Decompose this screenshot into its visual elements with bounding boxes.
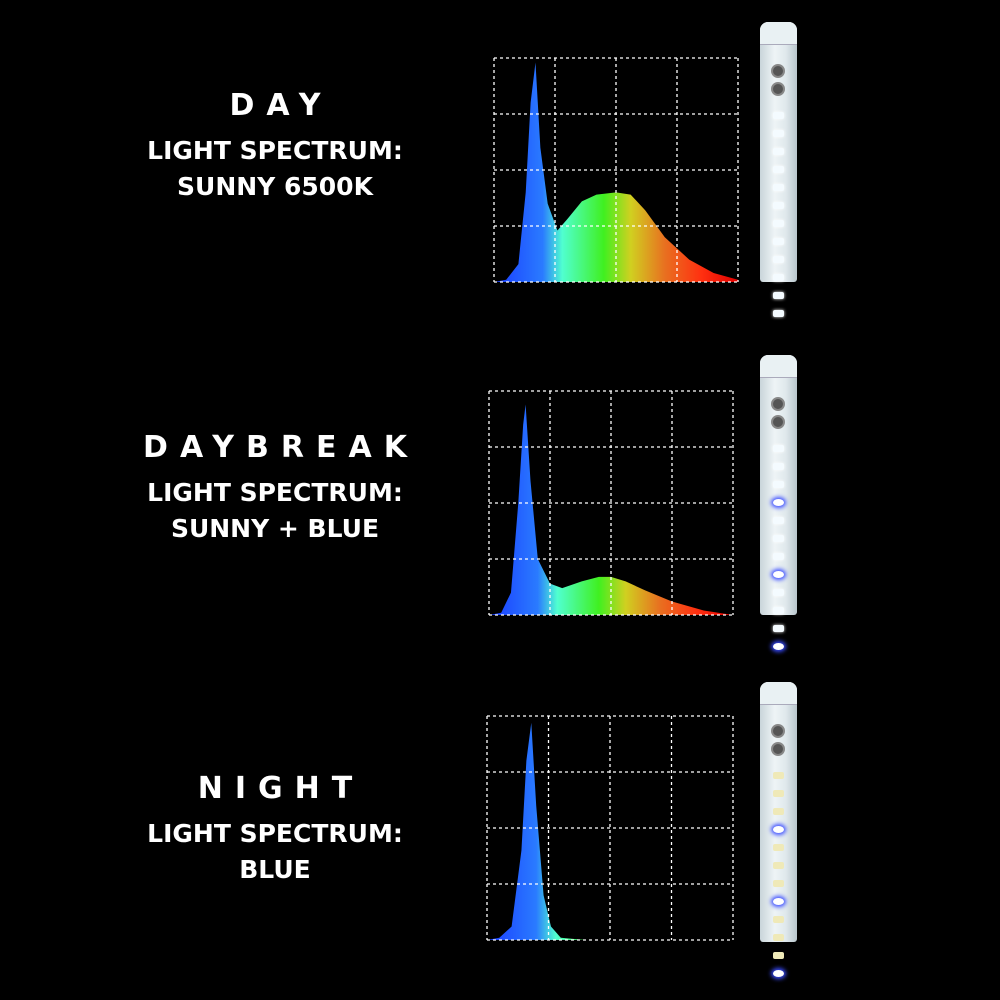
led-tube-day (760, 22, 797, 317)
spectrum-label: LIGHT SPECTRUM: (147, 819, 403, 848)
white-led (773, 445, 784, 452)
led-strip (773, 445, 784, 661)
warm-led (773, 790, 784, 797)
connector-icon (771, 82, 785, 96)
mode-title: DAYBREAK (143, 430, 419, 465)
day-label: DAY LIGHT SPECTRUM: SUNNY 6500K (100, 88, 450, 205)
spectrum-value: SUNNY + BLUE (170, 514, 380, 543)
white-led (773, 148, 784, 155)
white-led (773, 202, 784, 209)
white-led (773, 310, 784, 317)
white-led (773, 463, 784, 470)
led-tube-daybreak (760, 355, 797, 650)
spectrum-label: LIGHT SPECTRUM: (147, 136, 403, 165)
tube-cap (760, 22, 797, 45)
connector-icon (771, 742, 785, 756)
white-led (773, 220, 784, 227)
warm-led (773, 934, 784, 941)
led-strip (773, 772, 784, 988)
tube-cap (760, 355, 797, 378)
white-led (773, 625, 784, 632)
warm-led (773, 952, 784, 959)
mode-title: NIGHT (197, 771, 365, 806)
blue-led (773, 499, 784, 506)
led-tube-night (760, 682, 797, 977)
white-led (773, 238, 784, 245)
connector-icon (771, 724, 785, 738)
spectrum-area (487, 722, 733, 940)
white-led (773, 517, 784, 524)
white-led (773, 607, 784, 614)
warm-led (773, 772, 784, 779)
white-led (773, 481, 784, 488)
spectrum-area (489, 404, 733, 615)
spectrum-label: LIGHT SPECTRUM: (147, 478, 403, 507)
white-led (773, 112, 784, 119)
spectrum-value: BLUE (239, 855, 311, 884)
daybreak-spectrum-chart (488, 390, 734, 616)
connector-icon (771, 415, 785, 429)
connector-icon (771, 397, 785, 411)
connector-icon (771, 64, 785, 78)
white-led (773, 256, 784, 263)
mode-title: DAY (229, 88, 333, 123)
warm-led (773, 844, 784, 851)
white-led (773, 130, 784, 137)
blue-led (773, 826, 784, 833)
white-led (773, 553, 784, 560)
warm-led (773, 916, 784, 923)
night-label: NIGHT LIGHT SPECTRUM: BLUE (100, 771, 450, 888)
warm-led (773, 862, 784, 869)
white-led (773, 589, 784, 596)
blue-led (773, 898, 784, 905)
warm-led (773, 808, 784, 815)
blue-led (773, 970, 784, 977)
white-led (773, 292, 784, 299)
white-led (773, 274, 784, 281)
night-spectrum-chart (486, 715, 734, 941)
white-led (773, 535, 784, 542)
white-led (773, 166, 784, 173)
day-spectrum-chart (493, 57, 739, 283)
white-led (773, 184, 784, 191)
tube-cap (760, 682, 797, 705)
spectrum-value: SUNNY 6500K (177, 172, 373, 201)
daybreak-label: DAYBREAK LIGHT SPECTRUM: SUNNY + BLUE (100, 430, 450, 547)
blue-led (773, 643, 784, 650)
warm-led (773, 880, 784, 887)
led-strip (773, 112, 784, 328)
blue-led (773, 571, 784, 578)
